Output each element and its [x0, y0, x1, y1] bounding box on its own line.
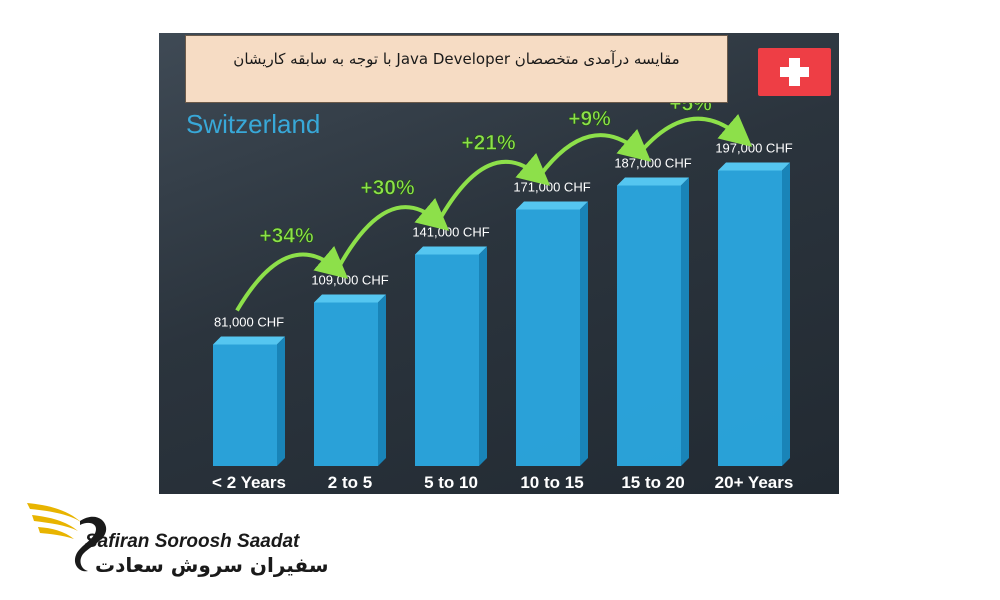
x-tick-label: 2 to 5: [328, 473, 372, 492]
chart-subtitle: Switzerland: [186, 109, 321, 139]
bar: [314, 302, 378, 466]
bar-side: [580, 201, 588, 466]
swiss-flag-icon: [758, 48, 831, 96]
bar: [516, 209, 580, 466]
bar-value-label: 197,000 CHF: [715, 141, 792, 156]
x-tick-label: 10 to 15: [520, 473, 583, 492]
bar-chart: 81,000 CHF < 2 Years 109,000 CHF 2 to 5 141,…: [212, 92, 794, 492]
bar-value-label: 109,000 CHF: [311, 273, 388, 288]
chart-panel: 81,000 CHF < 2 Years 109,000 CHF 2 to 5 141,…: [159, 33, 839, 494]
bar-top: [617, 177, 689, 186]
bar: [415, 254, 479, 466]
bar-value-label: 171,000 CHF: [513, 180, 590, 195]
x-tick-label: 20+ Years: [715, 473, 794, 492]
bar: [617, 185, 681, 466]
phoenix-bird-icon: [27, 503, 107, 572]
bar-side: [479, 246, 487, 466]
bar-value-label: 187,000 CHF: [614, 156, 691, 171]
x-tick-label: < 2 Years: [212, 473, 286, 492]
growth-label: +30%: [360, 177, 415, 200]
bar-top: [213, 336, 285, 345]
bar-side: [277, 336, 285, 466]
growth-arrow: [639, 113, 753, 153]
x-tick-label: 5 to 10: [424, 473, 478, 492]
bar-value-label: 81,000 CHF: [214, 315, 284, 330]
bar-side: [681, 177, 689, 466]
growth-arrow: [437, 152, 551, 222]
bar: [213, 344, 277, 466]
growth-label: +21%: [461, 132, 516, 155]
bar-side: [378, 294, 386, 466]
logo-name-en: Safiran Soroosh Saadat: [85, 531, 300, 552]
logo-name-fa: سفیران سروش سعادت: [95, 553, 329, 577]
bar-top: [516, 201, 588, 210]
x-tick-label: 15 to 20: [621, 473, 684, 492]
bar-side: [782, 162, 790, 466]
growth-label: +9%: [568, 108, 611, 131]
bar-top: [718, 162, 790, 171]
bar-value-label: 141,000 CHF: [412, 225, 489, 240]
growth-arrow: [235, 245, 349, 312]
growth-label: +34%: [259, 225, 314, 248]
growth-arrow: [538, 128, 652, 177]
bar-top: [314, 294, 386, 303]
chart-title: مقایسه درآمدی متخصصان Java Developer با …: [233, 50, 680, 68]
bar: [718, 170, 782, 466]
bar-top: [415, 246, 487, 255]
growth-arrow: [336, 197, 450, 270]
chart-title-box: مقایسه درآمدی متخصصان Java Developer با …: [185, 35, 728, 103]
